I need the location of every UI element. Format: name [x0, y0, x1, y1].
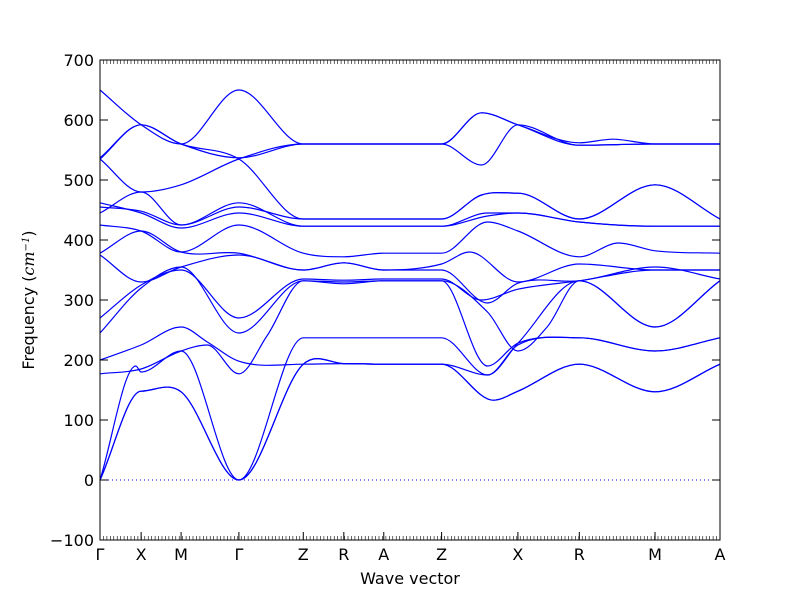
plot-frame [99, 59, 721, 541]
x-axis-label: Wave vector [360, 569, 460, 588]
series-layer [99, 89, 721, 481]
band-line-13 [99, 202, 720, 229]
x-tick-label: Γ [96, 545, 105, 564]
y-axis-label-unit: cm [19, 251, 38, 275]
band-line-4 [99, 280, 721, 375]
y-tick-label: 0 [84, 471, 94, 490]
y-axis-label-suffix: ) [19, 230, 38, 236]
x-tick-label: R [574, 545, 585, 564]
y-tick-label: 600 [63, 111, 94, 130]
y-axis-label-exponent: −1 [21, 237, 32, 252]
x-tick-label: A [715, 545, 726, 564]
tick-layer: −100 0 100 200 300 400 500 600 700 Γ X M Γ Z R A Z X R M A [50, 51, 725, 564]
band-line-14 [99, 112, 720, 193]
y-tick-label: 100 [63, 411, 94, 430]
x-tick-label: Γ [234, 545, 243, 564]
band-line-2 [99, 358, 721, 481]
band-line-16 [99, 89, 720, 145]
band-line-5 [99, 280, 721, 376]
x-tick-label: X [512, 545, 523, 564]
x-tick-label: R [338, 545, 349, 564]
band-line-12 [99, 202, 720, 227]
y-tick-label: 300 [63, 291, 94, 310]
x-tick-label: Z [298, 545, 309, 564]
x-tick-label: M [174, 545, 188, 564]
y-tick-label: 200 [63, 351, 94, 370]
x-tick-label: Z [436, 545, 447, 564]
y-tick-label: 500 [63, 171, 94, 190]
y-tick-label: 400 [63, 231, 94, 250]
band-line-10 [99, 221, 721, 258]
y-tick-label: −100 [50, 531, 94, 550]
band-line-1 [99, 358, 721, 481]
x-tick-label: M [648, 545, 662, 564]
y-axis-label-prefix: Frequency ( [19, 276, 38, 370]
x-tick-label: A [378, 545, 389, 564]
band-line-17 [99, 124, 721, 220]
y-axis-label: Frequency (cm−1) [19, 230, 38, 369]
band-line-7 [99, 269, 720, 319]
x-tick-label: X [136, 545, 147, 564]
band-line-3 [99, 336, 721, 481]
band-line-15 [99, 124, 720, 166]
y-tick-label: 700 [63, 51, 94, 70]
